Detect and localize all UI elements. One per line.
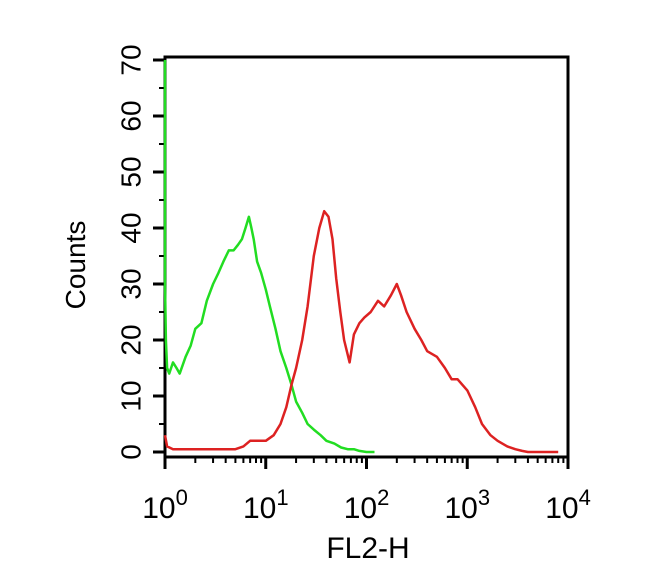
x-axis-title: FL2-H <box>326 532 409 565</box>
series-line-1 <box>163 60 375 454</box>
y-tick-label: 30 <box>116 268 147 299</box>
x-tick-labels: 100 101 102 103 104 <box>142 485 591 525</box>
x-tick-label: 102 <box>344 485 390 525</box>
x-major-ticks <box>163 457 570 469</box>
y-axis-title: Counts <box>60 221 91 310</box>
x-tick-label: 104 <box>545 485 591 525</box>
y-ticks <box>153 58 165 454</box>
series-line-2 <box>163 209 559 454</box>
y-tick-label: 60 <box>116 100 147 131</box>
y-tick-label: 50 <box>116 156 147 187</box>
y-tick-label: 40 <box>116 212 147 243</box>
y-tick-label: 20 <box>116 324 147 355</box>
y-tick-label: 0 <box>116 444 147 460</box>
y-tick-label: 70 <box>116 44 147 75</box>
series-layer <box>163 60 559 454</box>
y-tick-labels: 0 10 20 30 40 50 60 70 <box>116 44 147 459</box>
y-tick-label: 10 <box>116 380 147 411</box>
x-tick-label: 103 <box>444 485 490 525</box>
x-tick-label: 101 <box>243 485 289 525</box>
x-minor-ticks <box>194 457 565 463</box>
x-tick-label: 100 <box>142 485 188 525</box>
